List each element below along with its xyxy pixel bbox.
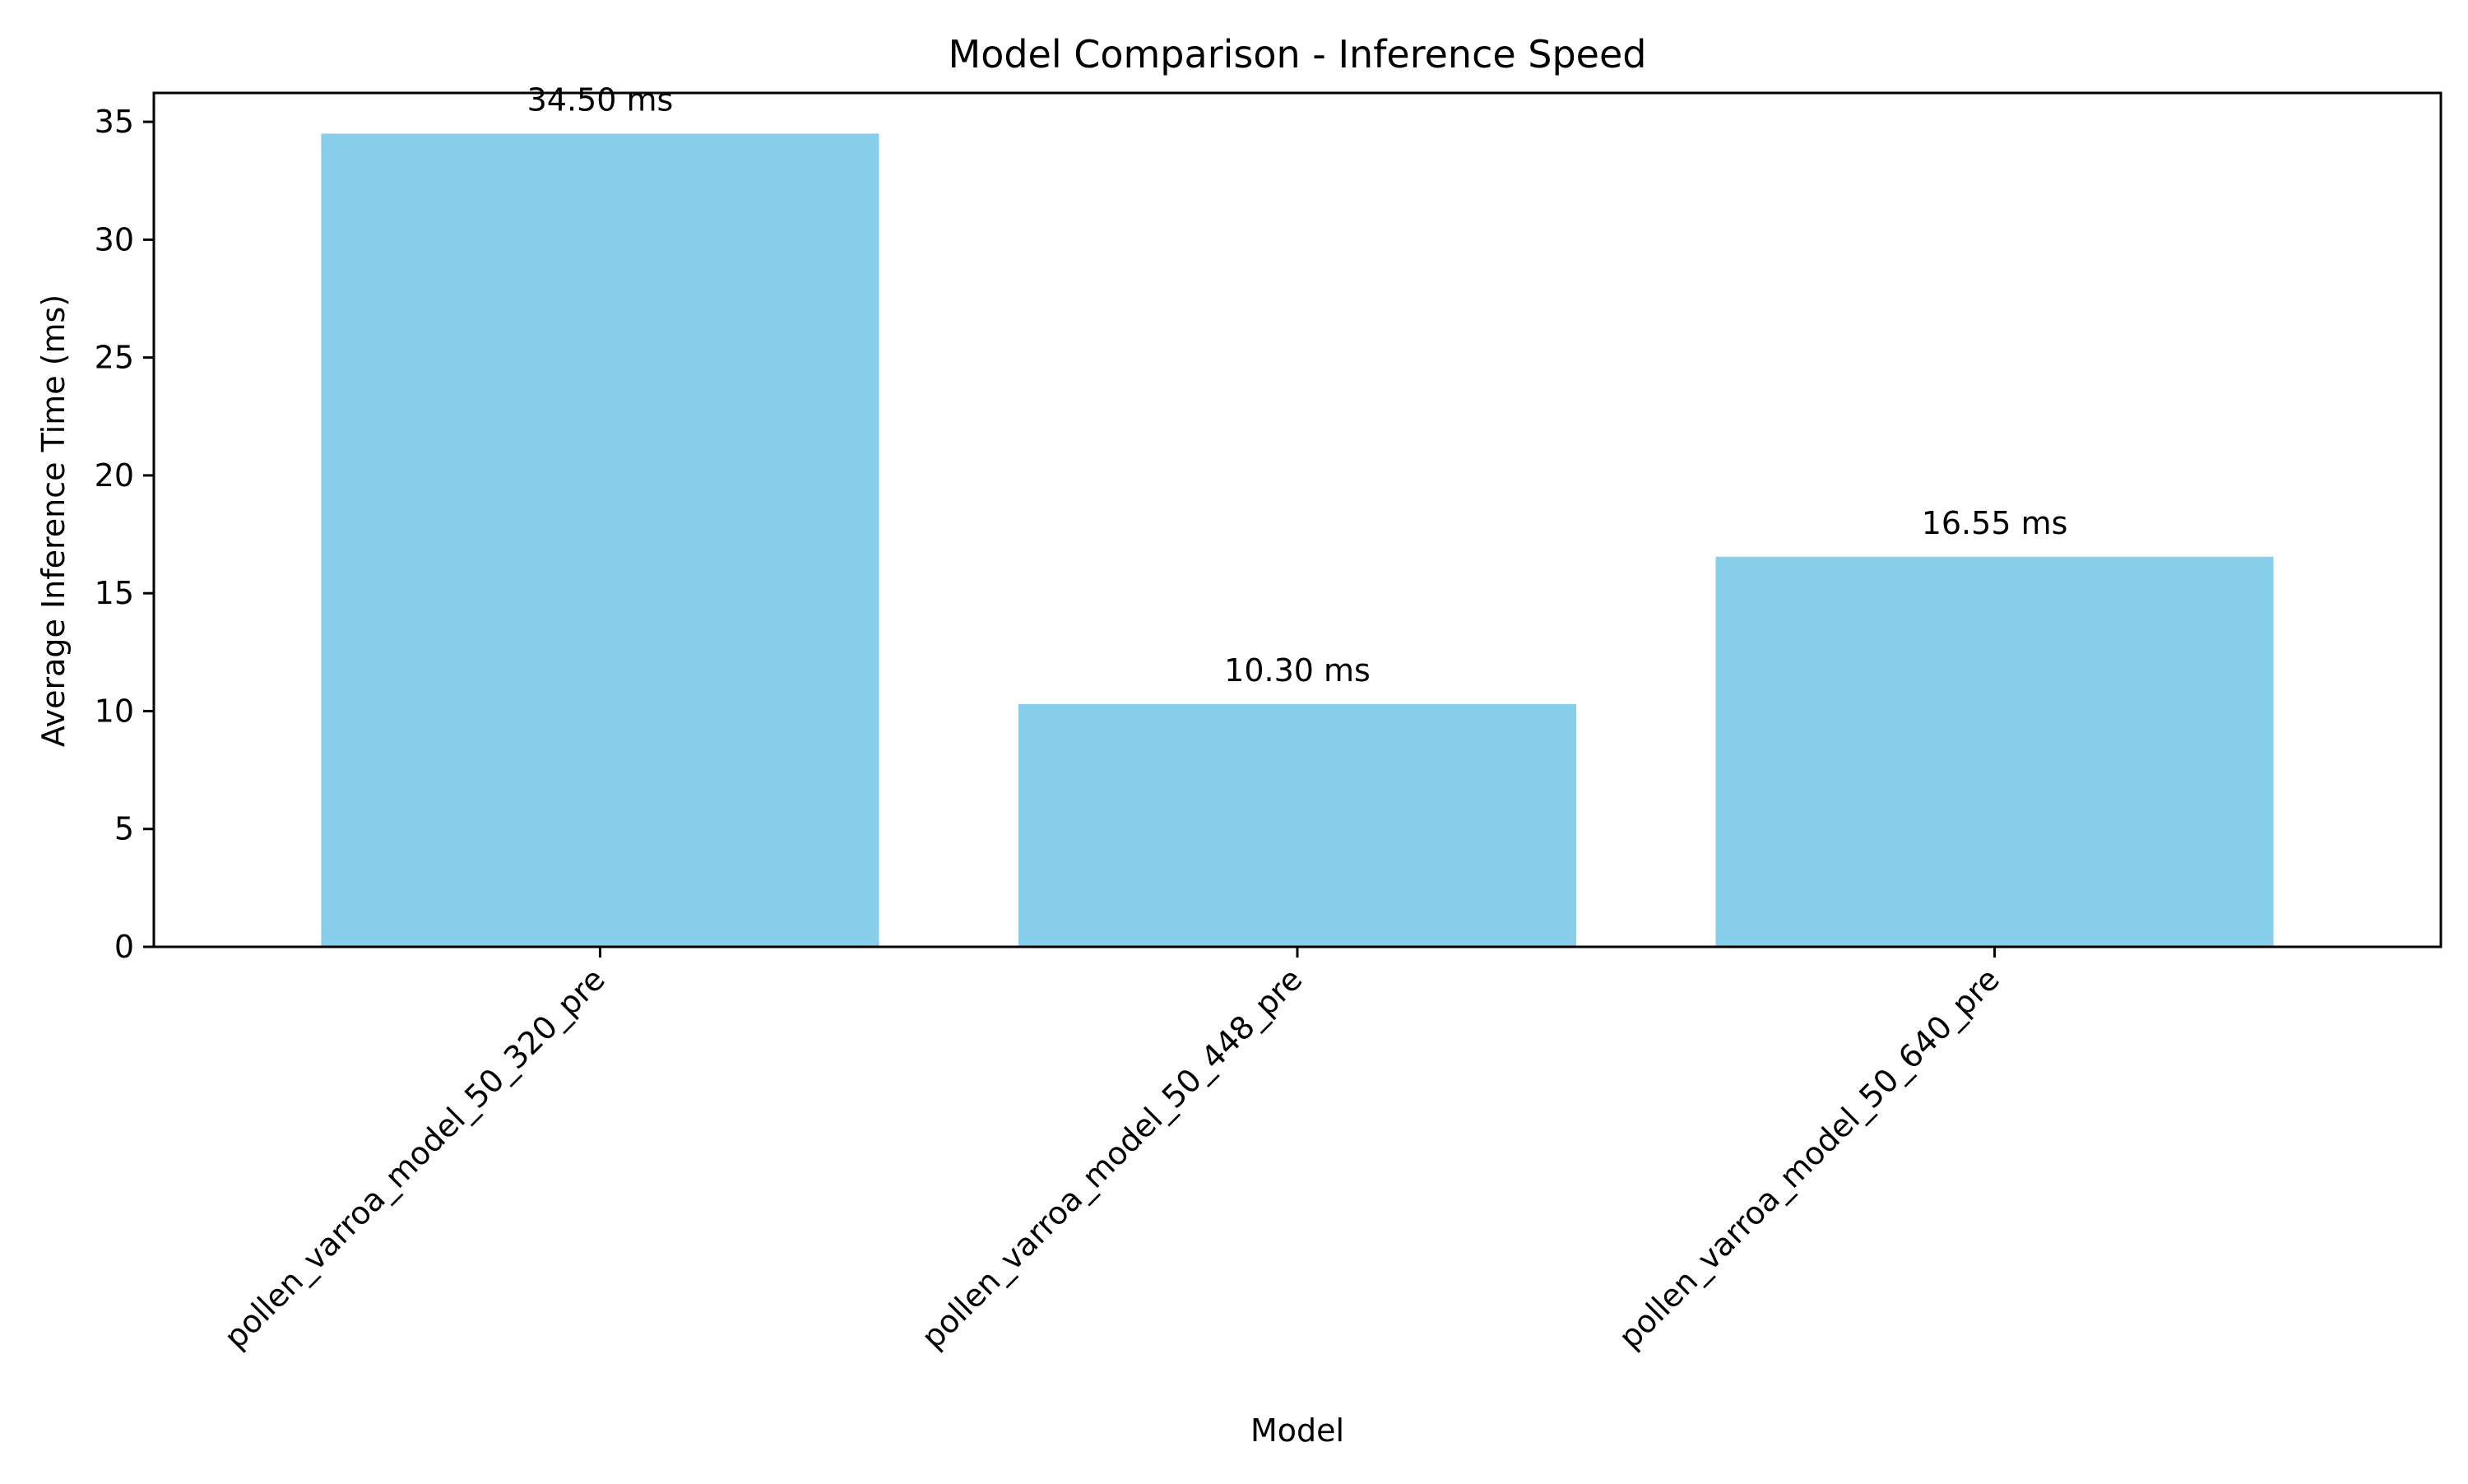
y-tick-label: 0 bbox=[114, 929, 134, 965]
y-tick-label: 35 bbox=[95, 104, 134, 140]
bar-value-label-2: 10.30 ms bbox=[1224, 652, 1371, 689]
y-tick-label: 15 bbox=[95, 575, 134, 611]
bars-layer bbox=[321, 133, 2274, 947]
bar-3 bbox=[1715, 556, 2274, 947]
y-tick-label: 25 bbox=[95, 340, 134, 376]
value-labels-layer: 34.50 ms 10.30 ms 16.55 ms bbox=[527, 81, 2068, 688]
bar-value-label-3: 16.55 ms bbox=[1922, 505, 2068, 541]
chart-title: Model Comparison - Inference Speed bbox=[949, 32, 1647, 77]
y-tick-label: 10 bbox=[95, 693, 134, 729]
y-axis-ticks: 0 5 10 15 20 25 30 35 bbox=[95, 104, 154, 965]
y-tick-label: 30 bbox=[95, 221, 134, 257]
bar-1 bbox=[321, 133, 879, 947]
y-tick-label: 5 bbox=[114, 811, 134, 847]
y-tick-label: 20 bbox=[95, 457, 134, 494]
bar-2 bbox=[1018, 703, 1577, 947]
plot-area-frame bbox=[152, 91, 2442, 948]
bar-value-label-1: 34.50 ms bbox=[527, 81, 674, 118]
y-axis-label: Average Inference Time (ms) bbox=[35, 294, 72, 747]
x-axis-label: Model bbox=[1250, 1412, 1344, 1449]
